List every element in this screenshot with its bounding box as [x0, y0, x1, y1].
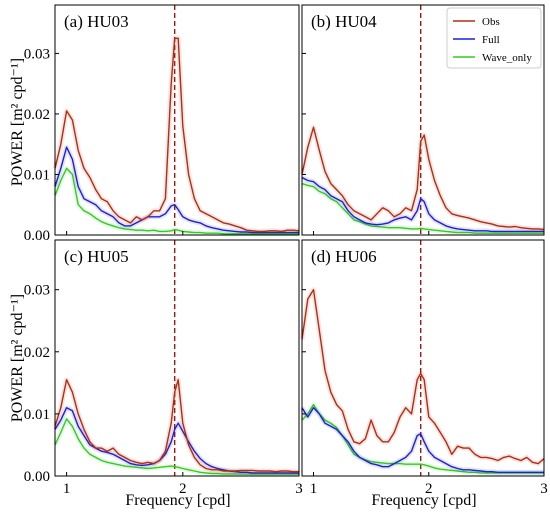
series-line-wave-only: [301, 182, 544, 234]
legend-label-wave-only: Wave_only: [482, 52, 532, 64]
y-tick-label: 0.03: [24, 46, 50, 62]
x-tick-label: 2: [425, 481, 433, 497]
series-line-obs: [301, 289, 545, 465]
panel-title-c-hu05: (c) HU05: [64, 247, 129, 266]
plot-area: [55, 240, 299, 476]
panel-a-hu03: 0.00 0.01 0.02 0.03 (a) HU03: [24, 4, 300, 244]
y-axis-title-top: POWER [m² cpd⁻¹]: [9, 58, 26, 186]
panel-d-hu06: 1 2 3 (d) HU06: [299, 239, 548, 497]
series-line-wave-only: [54, 167, 299, 235]
plot-border: [301, 4, 545, 236]
series-line-full: [301, 176, 544, 233]
y-tick-label: 0.02: [24, 107, 50, 123]
x-tick-label: 1: [310, 481, 318, 497]
x-axis-title-left: Frequency [cpd]: [125, 492, 230, 509]
x-tick-label: 2: [179, 481, 187, 497]
legend-box: [446, 7, 542, 69]
series-line-obs: [54, 379, 299, 473]
panel-title-b-hu04: (b) HU04: [311, 12, 377, 31]
y-tick-label: 0.00: [24, 469, 50, 485]
plot-border: [54, 239, 300, 477]
y-axis-title-bottom: POWER [m² cpd⁻¹]: [9, 294, 26, 422]
series-line-obs: [301, 126, 545, 231]
x-tick-label: 3: [540, 481, 548, 497]
legend-label-full: Full: [482, 34, 500, 46]
plot-border: [301, 239, 545, 477]
x-tick-label: 1: [63, 481, 71, 497]
legend-label-obs: Obs: [482, 16, 500, 28]
plot-border: [54, 4, 300, 236]
panel-title-d-hu06: (d) HU06: [311, 247, 377, 266]
panels-group: 0.00 0.01 0.02 0.03 (a) HU03 (b) HU04 Obs Full W…: [24, 4, 548, 497]
panel-c-hu05: 0.00 0.01 0.02 0.03 1 2 3 (c) HU05: [24, 239, 303, 497]
x-axis-title-right: Frequency [cpd]: [371, 492, 476, 509]
series-line-wave-only: [54, 418, 299, 475]
series-line-full: [54, 146, 299, 234]
series-line-full: [301, 407, 544, 473]
legend: Obs Full Wave_only: [446, 7, 542, 69]
panel-b-hu04: (b) HU04 Obs Full Wave_only: [299, 4, 545, 236]
series-line-obs: [54, 37, 300, 233]
y-tick-label: 0.01: [24, 407, 50, 423]
y-tick-label: 0.02: [24, 345, 50, 361]
plot-area: [55, 5, 299, 235]
y-tick-label: 0.03: [24, 283, 50, 299]
panel-title-a-hu03: (a) HU03: [64, 12, 129, 31]
y-tick-label: 0.00: [24, 228, 50, 244]
x-tick-label: 3: [295, 481, 303, 497]
y-tick-label: 0.01: [24, 167, 50, 183]
